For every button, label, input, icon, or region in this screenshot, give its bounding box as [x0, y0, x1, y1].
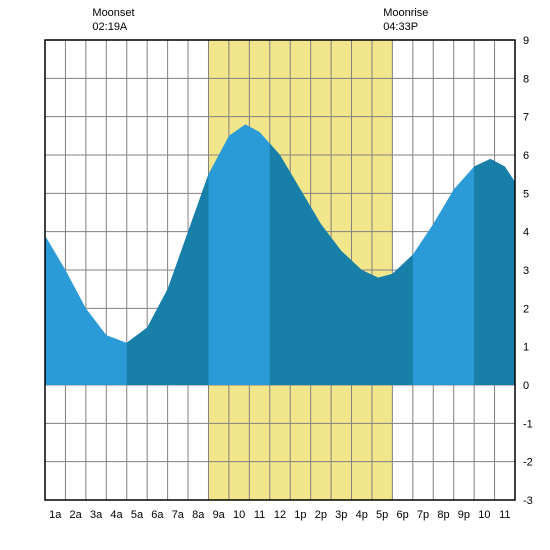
moonrise-label: Moonrise [383, 7, 428, 19]
x-tick-label: 2a [70, 509, 83, 521]
y-tick-label: -1 [523, 418, 533, 430]
x-tick-label: 7p [417, 509, 429, 521]
moonset-label: Moonset [92, 7, 134, 19]
y-tick-label: -3 [523, 495, 533, 507]
x-tick-label: 6p [396, 509, 408, 521]
y-tick-label: 7 [523, 112, 529, 124]
y-tick-label: 6 [523, 150, 529, 162]
x-tick-label: 1a [49, 509, 62, 521]
y-tick-label: 8 [523, 73, 529, 85]
x-tick-label: 5p [376, 509, 388, 521]
x-tick-label: 3a [90, 509, 103, 521]
y-tick-label: 4 [523, 227, 529, 239]
x-tick-label: 4p [356, 509, 368, 521]
y-tick-label: -2 [523, 457, 533, 469]
x-tick-label: 10 [233, 509, 245, 521]
y-tick-label: 2 [523, 303, 529, 315]
x-tick-label: 11 [254, 509, 265, 521]
x-tick-label: 7a [172, 509, 185, 521]
chart-svg: -3-2-101234567891a2a3a4a5a6a7a8a9a101112… [0, 0, 550, 550]
x-tick-label: 10 [478, 509, 490, 521]
x-tick-label: 8a [192, 509, 205, 521]
moonrise-time: 04:33P [383, 21, 418, 33]
x-tick-label: 8p [437, 509, 449, 521]
y-tick-label: 5 [523, 188, 529, 200]
y-tick-label: 1 [523, 342, 529, 354]
x-tick-label: 1p [294, 509, 306, 521]
x-tick-label: 4a [110, 509, 123, 521]
y-tick-label: 9 [523, 35, 529, 47]
y-tick-label: 3 [523, 265, 529, 277]
tide-chart: -3-2-101234567891a2a3a4a5a6a7a8a9a101112… [0, 0, 550, 550]
y-tick-label: 0 [523, 380, 529, 392]
x-tick-label: 2p [315, 509, 327, 521]
x-tick-label: 9a [213, 509, 226, 521]
x-tick-label: 12 [274, 509, 286, 521]
moonset-time: 02:19A [92, 21, 128, 33]
x-tick-label: 6a [151, 509, 164, 521]
x-tick-label: 3p [335, 509, 347, 521]
x-tick-label: 5a [131, 509, 144, 521]
x-tick-label: 11 [499, 509, 510, 521]
x-tick-label: 9p [458, 509, 470, 521]
